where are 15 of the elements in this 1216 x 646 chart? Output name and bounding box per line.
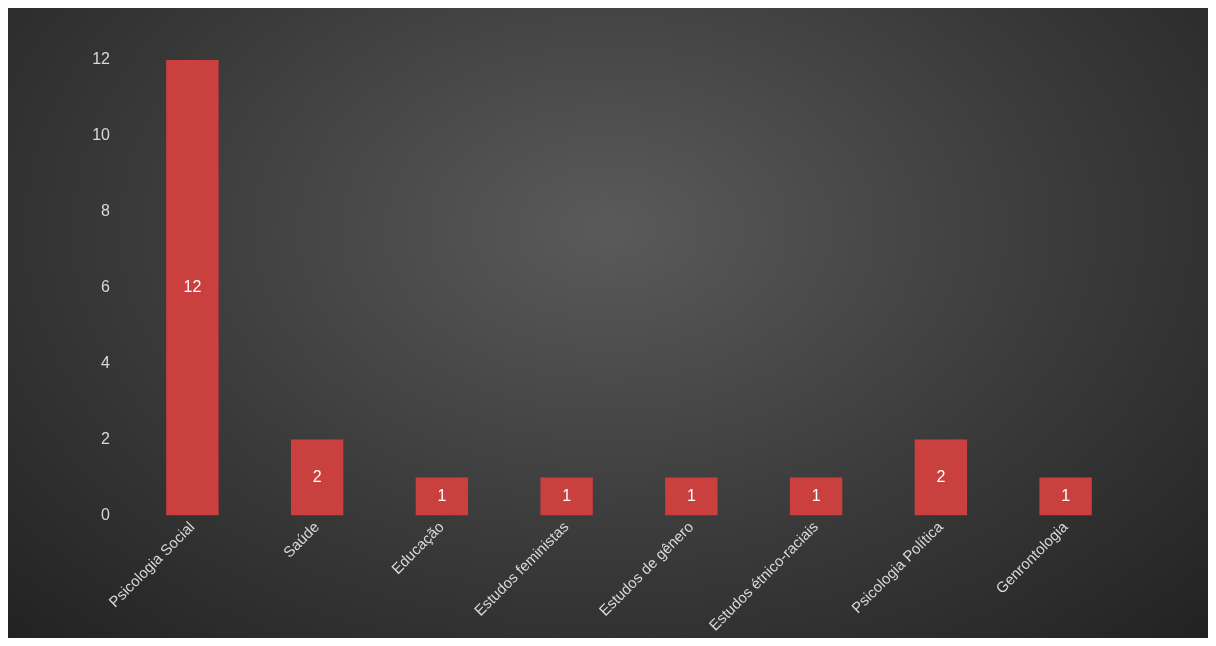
data-label: 12 xyxy=(183,278,202,296)
data-label: 1 xyxy=(686,486,696,504)
y-tick-label: 12 xyxy=(92,50,111,68)
y-tick-label: 8 xyxy=(101,202,111,220)
data-label: 1 xyxy=(562,486,572,504)
data-label: 1 xyxy=(437,486,447,504)
data-label: 2 xyxy=(312,467,322,485)
y-tick-label: 2 xyxy=(101,430,111,447)
data-label: 1 xyxy=(811,486,821,504)
data-label: 2 xyxy=(936,467,946,485)
y-tick-label: 4 xyxy=(101,354,111,372)
y-tick-label: 6 xyxy=(101,278,111,296)
y-tick-label: 10 xyxy=(92,126,111,144)
data-label: 1 xyxy=(1061,486,1071,504)
y-tick-label: 0 xyxy=(101,505,111,523)
